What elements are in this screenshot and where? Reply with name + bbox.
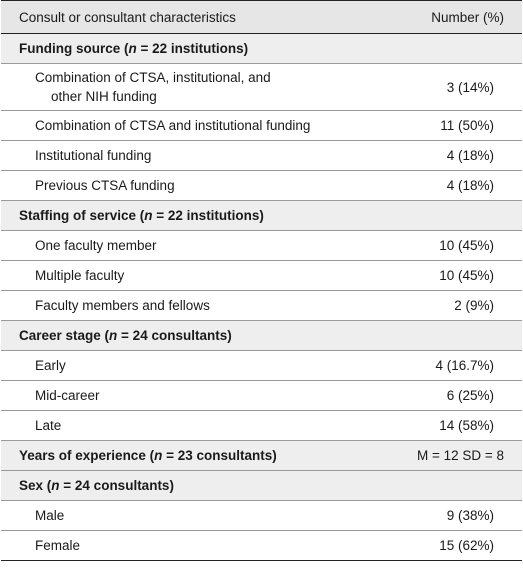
- table-row: Previous CTSA funding 4 (18%): [1, 171, 522, 201]
- row-label: Combination of CTSA, institutional, and o…: [35, 70, 271, 104]
- row-value: 10 (45%): [439, 268, 494, 283]
- table-row: Faculty members and fellows 2 (9%): [1, 291, 522, 321]
- experience-value: M = 12 SD = 8: [416, 448, 504, 463]
- section-sex: Sex (n = 24 consultants): [1, 471, 522, 501]
- table-row: Mid-career 6 (25%): [1, 381, 522, 411]
- row-label: Late: [35, 418, 62, 433]
- section-title: Career stage (n = 24 consultants): [19, 328, 232, 343]
- section-title: Funding source (n = 22 institutions): [19, 41, 249, 56]
- section-title: Staffing of service (n = 22 institutions…: [19, 208, 264, 223]
- row-value: 4 (18%): [446, 178, 494, 193]
- row-label: Early: [35, 358, 66, 373]
- row-value: 2 (9%): [454, 298, 494, 313]
- table-header: Consult or consultant characteristics Nu…: [1, 0, 522, 34]
- section-title: Sex (n = 24 consultants): [19, 478, 174, 493]
- row-label: Institutional funding: [35, 148, 152, 163]
- section-title: Years of experience (n = 23 consultants): [19, 448, 277, 463]
- table-row: Late 14 (58%): [1, 411, 522, 441]
- row-label: One faculty member: [35, 238, 157, 253]
- section-staffing: Staffing of service (n = 22 institutions…: [1, 201, 522, 231]
- header-number: Number (%): [431, 9, 504, 25]
- table-row: Male 9 (38%): [1, 501, 522, 531]
- row-value: 6 (25%): [446, 388, 494, 403]
- table-row: One faculty member 10 (45%): [1, 231, 522, 261]
- section-funding-source: Funding source (n = 22 institutions): [1, 34, 522, 64]
- section-career-stage: Career stage (n = 24 consultants): [1, 321, 522, 351]
- table-row: Institutional funding 4 (18%): [1, 141, 522, 171]
- row-label: Female: [35, 538, 81, 553]
- table-row: Combination of CTSA and institutional fu…: [1, 111, 522, 141]
- row-value: 4 (16.7%): [435, 358, 494, 373]
- row-value: 4 (18%): [446, 148, 494, 163]
- table-row: Early 4 (16.7%): [1, 351, 522, 381]
- row-value: 10 (45%): [439, 238, 494, 253]
- header-characteristics: Consult or consultant characteristics: [19, 9, 236, 25]
- row-label: Faculty members and fellows: [35, 298, 210, 313]
- row-value: 11 (50%): [440, 118, 494, 133]
- row-value: 9 (38%): [446, 508, 494, 523]
- row-label: Previous CTSA funding: [35, 178, 175, 193]
- table-row: Combination of CTSA, institutional, and o…: [1, 64, 522, 111]
- row-label: Mid-career: [35, 388, 100, 403]
- table-row: Female 15 (62%): [1, 531, 522, 561]
- row-label: Combination of CTSA and institutional fu…: [35, 118, 311, 133]
- row-label: Multiple faculty: [35, 268, 125, 283]
- row-value: 15 (62%): [439, 538, 494, 553]
- characteristics-table: Consult or consultant characteristics Nu…: [1, 0, 522, 561]
- section-years-experience: Years of experience (n = 23 consultants)…: [1, 441, 522, 471]
- table-row: Multiple faculty 10 (45%): [1, 261, 522, 291]
- row-label: Male: [35, 508, 65, 523]
- row-value: 14 (58%): [439, 418, 494, 433]
- row-value: 3 (14%): [446, 79, 494, 95]
